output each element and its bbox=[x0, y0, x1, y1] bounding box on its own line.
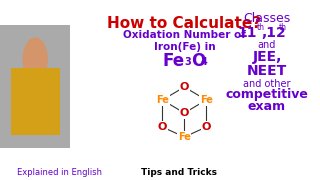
Text: 3: 3 bbox=[184, 57, 191, 67]
Text: competitive: competitive bbox=[226, 88, 308, 101]
Text: th: th bbox=[279, 23, 287, 32]
Text: Explained in English: Explained in English bbox=[17, 168, 102, 177]
Text: th: th bbox=[257, 23, 265, 32]
Text: Iron(Fe) in: Iron(Fe) in bbox=[154, 42, 215, 52]
Text: ,12: ,12 bbox=[261, 26, 286, 40]
Text: Oxidation Number of: Oxidation Number of bbox=[123, 30, 246, 40]
Circle shape bbox=[22, 37, 48, 82]
Text: 11: 11 bbox=[237, 26, 257, 40]
Text: O: O bbox=[158, 122, 167, 132]
Text: O: O bbox=[180, 82, 189, 92]
Text: Tips and Tricks: Tips and Tricks bbox=[141, 168, 217, 177]
Text: exam: exam bbox=[248, 100, 286, 113]
Text: Fe: Fe bbox=[178, 132, 191, 142]
Text: and: and bbox=[258, 40, 276, 50]
FancyBboxPatch shape bbox=[11, 68, 60, 135]
Text: Fe: Fe bbox=[156, 95, 169, 105]
Text: NEET: NEET bbox=[247, 64, 287, 78]
Text: O: O bbox=[180, 108, 189, 118]
Text: Fe: Fe bbox=[162, 52, 184, 70]
Text: and other: and other bbox=[243, 79, 291, 89]
Text: 4: 4 bbox=[200, 57, 207, 67]
Text: JEE,: JEE, bbox=[252, 50, 282, 64]
Text: Classes: Classes bbox=[244, 12, 291, 25]
Text: O: O bbox=[191, 52, 205, 70]
Text: O: O bbox=[202, 122, 211, 132]
Text: Fe: Fe bbox=[200, 95, 213, 105]
FancyBboxPatch shape bbox=[0, 25, 70, 148]
Text: How to Calculate?: How to Calculate? bbox=[107, 16, 261, 31]
